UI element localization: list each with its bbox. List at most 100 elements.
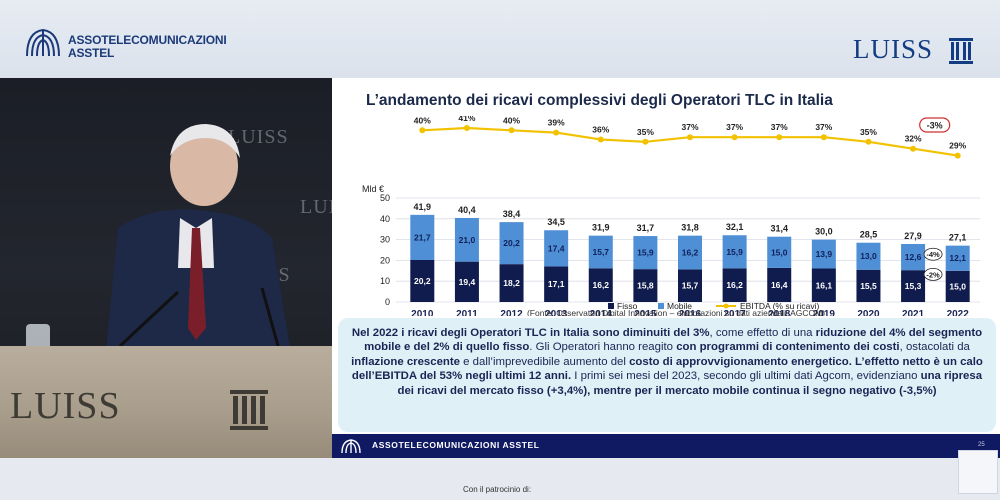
total-change-label: -3% — [927, 121, 943, 131]
ebitda-label: 40% — [503, 116, 520, 125]
ebitda-label: 32% — [905, 134, 922, 144]
ebitda-label: 35% — [860, 127, 877, 137]
x-tick-label: 2018 — [768, 309, 791, 316]
x-tick-label: 2014 — [590, 309, 613, 316]
bar-label-mobile: 15,0 — [771, 247, 788, 257]
podium-column-icon — [230, 390, 268, 430]
bar-total-label: 27,1 — [949, 233, 967, 243]
x-tick-label: 2013 — [545, 309, 568, 316]
bar-label-fisso: 17,1 — [548, 279, 565, 289]
summary-text: riduzione del 4% del segmento mobile e d… — [364, 327, 983, 354]
x-tick-label: 2010 — [411, 309, 434, 316]
bar-label-fisso: 15,7 — [682, 281, 699, 291]
bar-mobile — [901, 243, 926, 271]
ebitda-label: 29% — [949, 141, 966, 151]
x-tick-label: 2019 — [813, 309, 836, 316]
bar-fisso — [901, 270, 926, 302]
x-tick-label: 2017 — [723, 309, 746, 316]
bar-label-mobile: 17,4 — [548, 243, 565, 253]
x-tick-label: 2021 — [902, 309, 925, 316]
total-change-badge — [919, 117, 951, 133]
bar-label-mobile: 21,0 — [459, 235, 476, 245]
x-tick-label: 2016 — [679, 309, 702, 316]
ebitda-point — [731, 134, 738, 141]
bar-label-fisso: 15,8 — [637, 281, 654, 291]
luiss-column-icon — [949, 38, 973, 64]
bar-fisso — [633, 269, 658, 302]
y-tick-label: 50 — [380, 193, 390, 203]
bar-mobile — [588, 235, 613, 269]
top-banner: ASSOTELECOMUNICAZIONI ASSTEL LUISS — [0, 0, 1000, 78]
x-tick-label: 2020 — [857, 309, 880, 316]
bar-label-fisso: 18,2 — [503, 278, 520, 288]
footer-text: ASSOTELECOMUNICAZIONI ASSTEL — [372, 440, 540, 450]
luiss-logo-text: LUISS — [853, 34, 934, 64]
fisso-change-badge — [923, 267, 943, 281]
ebitda-point — [687, 134, 693, 141]
y-tick-label: 10 — [380, 276, 390, 286]
slide-footer: ASSOTELECOMUNICAZIONI ASSTEL 25 — [332, 434, 1000, 458]
summary-text: , ostacolati da — [899, 341, 970, 354]
legend-point-ebitda — [723, 303, 729, 309]
bar-fisso — [856, 269, 881, 302]
summary-text: costo di approvvigionamento energetico. … — [351, 355, 983, 383]
bar-fisso — [499, 264, 524, 302]
summary-text: inflazione crescente — [351, 355, 461, 368]
y-tick-label: 40 — [380, 214, 390, 224]
bar-total-label: 28,5 — [860, 230, 878, 240]
chart-source: (Fonte: Osservatori Digital Innovation –… — [527, 308, 825, 316]
ebitda-label: 36% — [592, 125, 609, 135]
bar-mobile — [767, 236, 792, 268]
bar-total-label: 31,8 — [681, 223, 699, 233]
bar-mobile — [856, 242, 881, 270]
legend-swatch-fisso — [608, 303, 614, 309]
ebitda-point — [820, 134, 827, 141]
bar-total-label: 27,9 — [904, 231, 922, 241]
bar-mobile — [678, 235, 702, 270]
slide-title: L’andamento dei ricavi complessivi degli… — [366, 92, 833, 109]
bar-mobile — [722, 235, 747, 269]
bar-label-mobile: 20,2 — [503, 238, 520, 248]
bar-fisso — [945, 270, 970, 302]
ebitda-point — [954, 152, 961, 159]
ebitda-point — [910, 145, 917, 152]
x-tick-label: 2015 — [634, 309, 657, 316]
bar-label-fisso: 16,1 — [816, 280, 833, 290]
bar-label-fisso: 20,2 — [414, 276, 431, 286]
ebitda-point — [865, 138, 872, 145]
sponsor-thumbnail — [958, 450, 998, 494]
fisso-change-label: -2% — [926, 270, 940, 279]
ebitda-point — [508, 127, 515, 134]
bar-total-label: 31,9 — [592, 223, 610, 233]
summary-text: e dall’imprevedibile aumento del — [460, 355, 630, 368]
organization-name: ASSOTELECOMUNICAZIONI ASSTEL — [68, 33, 227, 60]
summary-box: Nel 2022 i ricavi degli Operatori TLC in… — [338, 318, 996, 432]
x-tick-label: 2011 — [456, 309, 478, 316]
asstel-logo-icon — [26, 28, 60, 57]
bar-label-fisso: 16,4 — [771, 280, 788, 290]
bar-fisso — [588, 268, 613, 302]
bar-total-label: 34,5 — [547, 217, 565, 227]
y-tick-label: 30 — [380, 235, 390, 245]
bar-mobile — [945, 245, 970, 271]
summary-text: I primi sei mesi del 2023, secondo gli u… — [571, 370, 921, 383]
page-number: 25 — [978, 442, 985, 448]
y-tick-label: 0 — [385, 297, 390, 307]
bar-mobile — [544, 230, 569, 267]
bar-fisso — [410, 259, 435, 302]
bar-label-mobile: 12,1 — [949, 253, 966, 263]
bar-label-fisso: 15,5 — [860, 281, 877, 291]
wall-luiss-text: LUISS — [300, 196, 332, 218]
bar-label-fisso: 15,3 — [905, 281, 922, 291]
bar-total-label: 40,4 — [458, 205, 476, 215]
y-axis-label: Mld € — [362, 184, 384, 194]
x-tick-label: 2022 — [947, 309, 970, 316]
bar-label-fisso: 16,2 — [726, 280, 743, 290]
bar-total-label: 41,9 — [414, 202, 432, 212]
ebitda-point — [597, 136, 604, 143]
bar-label-mobile: 21,7 — [414, 232, 431, 242]
bar-label-mobile: 13,0 — [860, 251, 877, 261]
ebitda-label: 37% — [771, 122, 788, 132]
bar-fisso — [678, 269, 702, 302]
ebitda-point — [419, 127, 426, 134]
